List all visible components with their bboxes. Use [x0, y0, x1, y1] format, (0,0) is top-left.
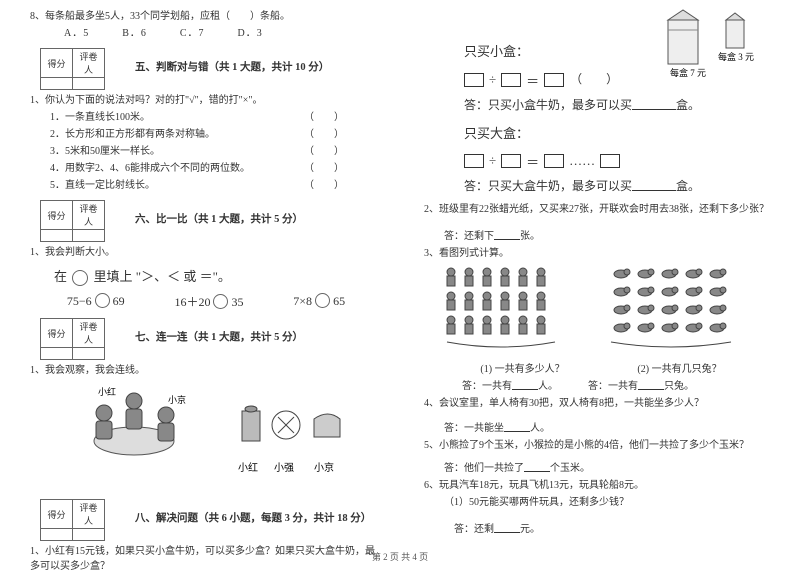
svg-text:小红: 小红 — [238, 461, 258, 474]
compare-row: 75−669 16＋2035 7×865 — [30, 293, 382, 310]
q3: 3、看图列式计算。 — [424, 246, 778, 261]
paren: （ ） — [304, 178, 344, 193]
connect-figure-svg: 小红 小京 小红 小强 小京 — [56, 381, 356, 491]
q6-1: （1）50元能买哪两件玩具，还剩多少钱？ — [424, 495, 778, 510]
s5-lead: 1、你认为下面的说法对吗？对的打"√"，错的打"×"。 — [30, 93, 382, 108]
blank-box — [464, 154, 484, 168]
s6-lead: 1、我会判断大小。 — [30, 245, 382, 260]
score-table: 得分 评卷人 — [40, 48, 105, 90]
array-svg — [441, 264, 761, 356]
score-table: 得分评卷人 — [40, 200, 105, 242]
milk-figure: 每盒 7 元 每盒 3 元 — [662, 6, 772, 81]
score-table: 得分评卷人 — [40, 318, 105, 360]
svg-text:小强: 小强 — [274, 462, 294, 474]
s6-prompt: 在 里填上 "＞、＜ 或 ＝"。 — [30, 266, 382, 286]
caption-row: (1) 一共有多少人？ (2) 一共有几只兔？ — [424, 360, 778, 375]
score-table: 得分评卷人 — [40, 499, 105, 541]
left-column: 8、每条船最多坐5人，33个同学划船，应租（ ）条船。 A．5 B．6 C．7 … — [0, 0, 400, 565]
circle-icon — [213, 294, 228, 309]
svg-text:小红: 小红 — [98, 386, 116, 397]
q6: 6、玩具汽车18元，玩具飞机13元，玩具轮船8元。 — [424, 478, 778, 493]
a4: 答：一共能坐人。 — [424, 421, 778, 436]
cap-b: (2) 一共有几只兔？ — [637, 360, 721, 375]
svg-text:每盒 7 元: 每盒 7 元 — [670, 67, 706, 78]
only-big-label: 只买大盒： — [424, 123, 778, 142]
a2: 答：还剩下张。 — [424, 229, 778, 244]
page-footer: 第 2 页 共 4 页 — [0, 550, 800, 563]
circle-icon — [72, 270, 88, 286]
right-column: 每盒 7 元 每盒 3 元 只买小盒： ÷＝（ ） 答：只买小盒牛奶，最多可以买… — [400, 0, 800, 565]
figure-connect: 小红 小京 小红 小强 小京 — [30, 381, 382, 491]
ans-small: 答：只买小盒牛奶，最多可以买盒。 — [424, 96, 778, 113]
paren: （ ） — [304, 144, 344, 159]
cap-a: (1) 一共有多少人？ — [480, 360, 564, 375]
a5: 答：他们一共捡了个玉米。 — [424, 461, 778, 476]
compare-item: 7×865 — [293, 293, 345, 310]
section5-head: 得分 评卷人 五、判断对与错（共 1 大题，共计 10 分） — [30, 42, 382, 92]
paren: （ ） — [304, 161, 344, 176]
answers3: 答：一共有人。 答：一共有只兔。 — [424, 377, 778, 392]
section8-title: 八、解决问题（共 6 小题，每题 3 分，共计 18 分） — [135, 510, 371, 525]
q8-stem: 8、每条船最多坐5人，33个同学划船，应租（ ）条船。 — [30, 9, 382, 24]
blank-box — [544, 73, 564, 87]
blank — [632, 179, 676, 191]
blank-box — [464, 73, 484, 87]
section7-title: 七、连一连（共 1 大题，共计 5 分） — [135, 329, 303, 344]
s7-lead: 1、我会观察，我会连线。 — [30, 363, 382, 378]
eq-big: ÷＝…… — [424, 152, 778, 171]
a6: 答：还剩元。 — [424, 522, 778, 537]
ans-big: 答：只买大盒牛奶，最多可以买盒。 — [424, 177, 778, 194]
svg-text:每盒 3 元: 每盒 3 元 — [718, 51, 754, 62]
blank-box — [501, 73, 521, 87]
q4: 4、会议室里，单人椅有30把，双人椅有8把，一共能坐多少人？ — [424, 396, 778, 411]
grader-cell: 评卷人 — [73, 49, 105, 78]
blank-box — [544, 154, 564, 168]
section7-head: 得分评卷人 七、连一连（共 1 大题，共计 5 分） — [30, 312, 382, 362]
s5-item: 2．长方形和正方形都有两条对称轴。（ ） — [30, 127, 382, 142]
section6-title: 六、比一比（共 1 大题，共计 5 分） — [135, 211, 303, 226]
s5-item: 1．一条直线长100米。（ ） — [30, 110, 382, 125]
svg-text:小京: 小京 — [314, 461, 334, 474]
blank-box — [501, 154, 521, 168]
svg-text:小京: 小京 — [168, 394, 186, 405]
paren: （ ） — [304, 127, 344, 142]
s5-item: 5．直线一定比射线长。（ ） — [30, 178, 382, 193]
score-cell: 得分 — [41, 49, 73, 78]
q2: 2、班级里有22张蜡光纸，又买来27张，开联欢会时用去38张，还剩下多少张？ — [424, 202, 778, 217]
circle-icon — [95, 293, 110, 308]
section6-head: 得分评卷人 六、比一比（共 1 大题，共计 5 分） — [30, 194, 382, 244]
figure-array — [424, 264, 778, 356]
compare-item: 16＋2035 — [174, 293, 243, 310]
compare-item: 75−669 — [67, 293, 125, 310]
q8-options: A．5 B．6 C．7 D．3 — [30, 26, 382, 41]
s5-item: 4．用数字2、4、6能排成六个不同的两位数。（ ） — [30, 161, 382, 176]
circle-icon — [315, 293, 330, 308]
s5-item: 3．5米和50厘米一样长。（ ） — [30, 144, 382, 159]
section8-head: 得分评卷人 八、解决问题（共 6 小题，每题 3 分，共计 18 分） — [30, 493, 382, 543]
section5-title: 五、判断对与错（共 1 大题，共计 10 分） — [135, 59, 329, 74]
milk-svg: 每盒 7 元 每盒 3 元 — [662, 6, 772, 78]
q5: 5、小熊捡了9个玉米，小猴捡的是小熊的4倍，他们一共捡了多少个玉米？ — [424, 438, 778, 453]
paren: （ ） — [304, 110, 344, 125]
blank-box — [600, 154, 620, 168]
blank — [632, 98, 676, 110]
